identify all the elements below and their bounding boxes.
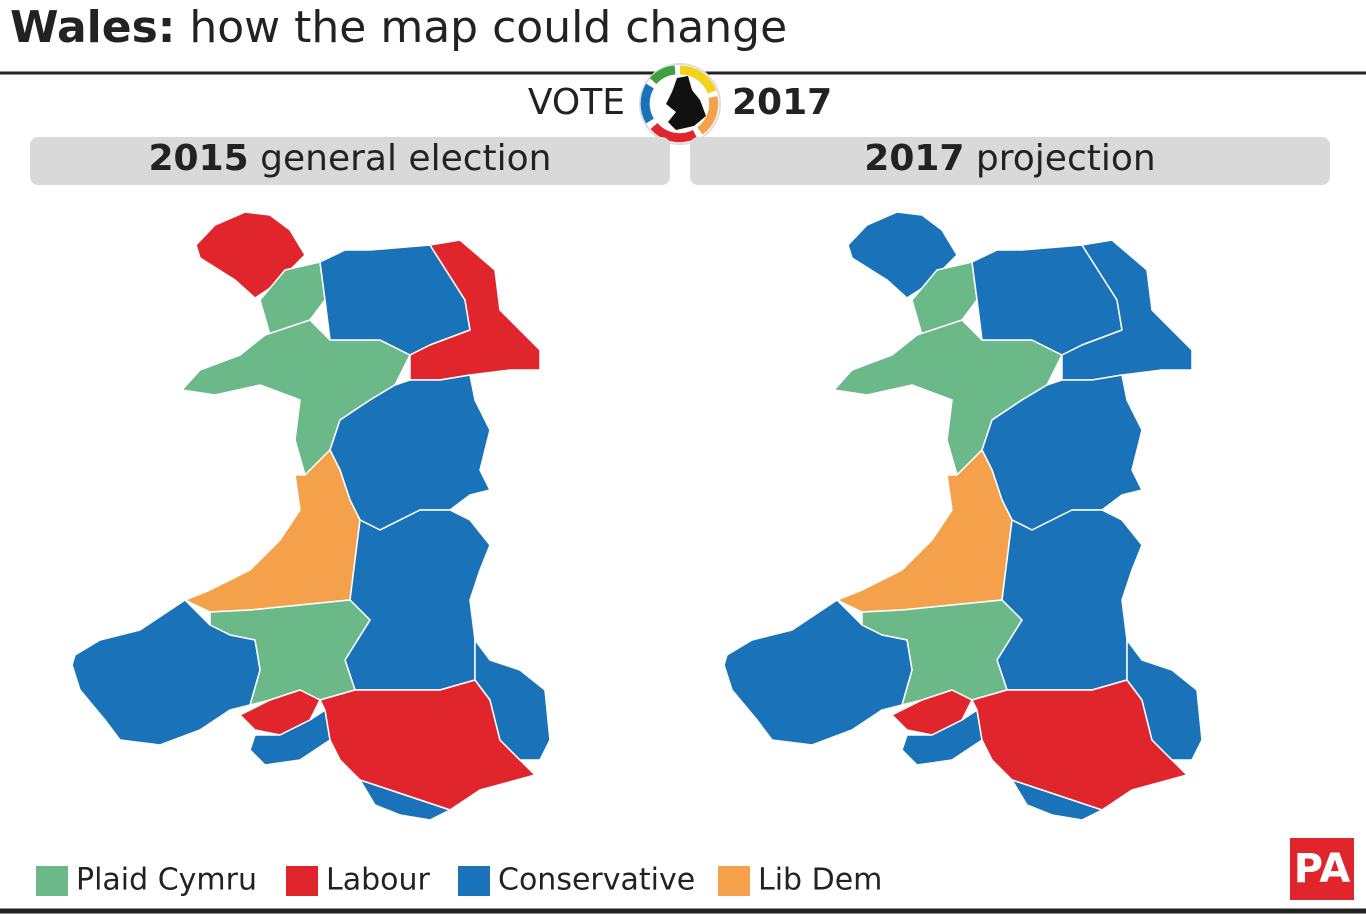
- legend: Plaid Cymru Labour Conservative Lib Dem: [36, 863, 882, 898]
- wales-map: [723, 211, 1203, 821]
- legend-swatch: [36, 866, 68, 896]
- brand-logo: [1290, 838, 1354, 900]
- vote-logo: [639, 63, 721, 145]
- maps: [71, 211, 1203, 821]
- panel-title: 2015 general election: [149, 138, 552, 179]
- constituency: [891, 689, 973, 736]
- logo-year: 2017: [732, 82, 832, 123]
- constituency: [71, 599, 261, 746]
- constituency: [344, 509, 491, 691]
- brand-text: PA: [1294, 846, 1351, 892]
- legend-label: Plaid Cymru: [76, 863, 257, 898]
- legend-swatch: [718, 866, 750, 896]
- title-bold: Wales:: [10, 2, 175, 53]
- constituency: [847, 211, 958, 299]
- panel-title-bold: 2017: [864, 138, 964, 179]
- legend-swatch: [458, 866, 490, 896]
- panel-title-bold: 2015: [149, 138, 249, 179]
- logo-text: VOTE: [528, 82, 625, 123]
- panel-title: 2017 projection: [864, 138, 1155, 179]
- legend-label: Conservative: [498, 863, 695, 898]
- legend-label: Labour: [326, 863, 431, 898]
- constituency: [971, 679, 1188, 811]
- panel-title-rest: general election: [260, 138, 551, 179]
- panel-title-rest: projection: [976, 138, 1156, 179]
- constituency: [836, 449, 1013, 613]
- constituency: [239, 689, 321, 736]
- title: Wales: how the map could change: [10, 2, 787, 53]
- panel-header: [30, 137, 670, 185]
- constituency: [359, 779, 451, 821]
- constituency: [319, 679, 536, 811]
- constituency: [1011, 779, 1103, 821]
- constituency: [723, 599, 913, 746]
- constituency: [195, 211, 306, 299]
- constituency: [1061, 239, 1193, 381]
- panel-header: [690, 137, 1330, 185]
- constituency: [996, 509, 1143, 691]
- wales-map: [71, 211, 551, 821]
- legend-label: Lib Dem: [758, 863, 882, 898]
- legend-swatch: [286, 866, 318, 896]
- constituency: [184, 449, 361, 613]
- constituency: [1126, 639, 1203, 761]
- constituency: [409, 239, 541, 381]
- constituency: [474, 639, 551, 761]
- title-rest: how the map could change: [189, 2, 787, 53]
